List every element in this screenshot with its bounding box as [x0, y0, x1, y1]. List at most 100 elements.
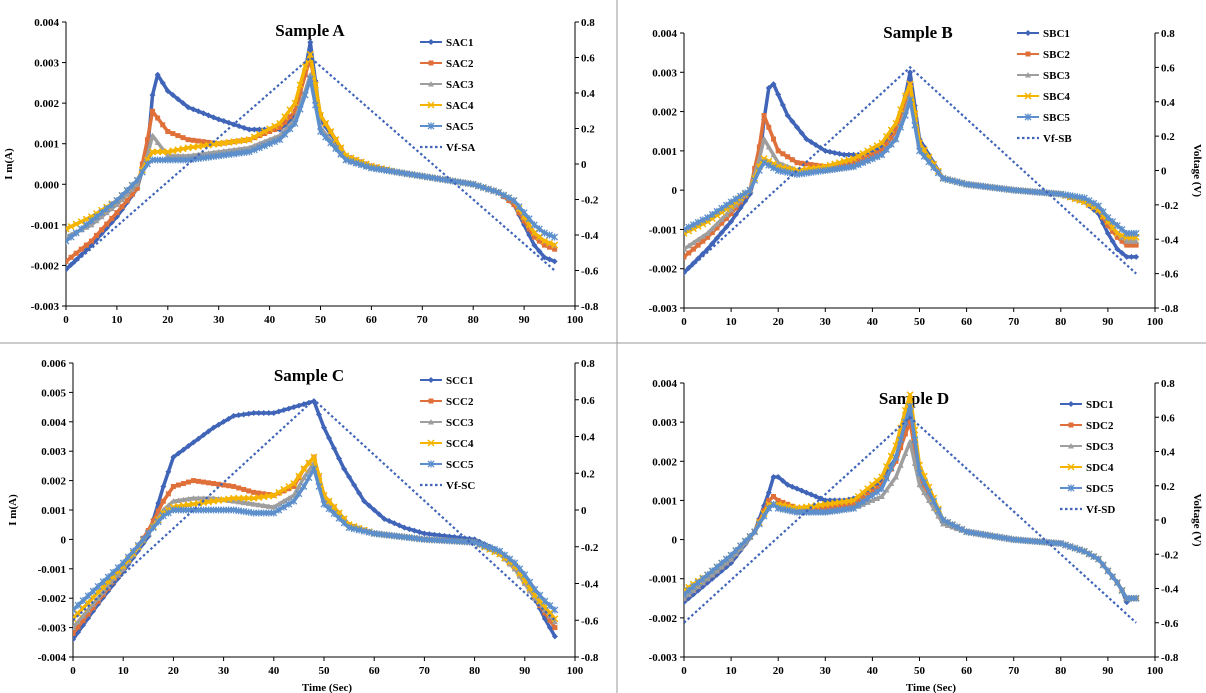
data-point: [551, 258, 558, 265]
data-point: [174, 156, 182, 164]
data-point: [860, 156, 866, 162]
data-point: [190, 137, 196, 143]
x-tick-label: 80: [1055, 316, 1067, 328]
data-point: [546, 239, 554, 247]
data-point: [431, 531, 438, 538]
data-point: [775, 497, 781, 503]
chart-title: Sample B: [883, 23, 952, 42]
data-point: [907, 69, 914, 76]
data-point: [250, 133, 258, 141]
data-point: [148, 148, 157, 156]
x-tick-label: 50: [319, 665, 331, 677]
legend-label: SDC1: [1086, 399, 1114, 411]
data-point: [250, 501, 257, 507]
data-point: [728, 211, 734, 217]
data-point: [206, 139, 212, 145]
x-tick-label: 0: [70, 665, 76, 677]
y-tick-label: 0.003: [34, 58, 59, 70]
data-point: [784, 481, 791, 488]
data-point: [144, 530, 152, 538]
data-point: [541, 242, 547, 248]
y-tick-label: 0.002: [34, 98, 59, 110]
x-axis-label: Time (Sec): [906, 682, 957, 693]
data-point: [330, 503, 338, 511]
data-point: [322, 119, 330, 127]
data-point: [765, 161, 773, 169]
data-point: [396, 522, 403, 529]
data-point: [789, 118, 796, 125]
data-point: [255, 409, 262, 416]
data-point: [441, 532, 448, 539]
y-tick-label: 0.001: [652, 495, 677, 507]
y2-tick-label: -0.6: [581, 615, 599, 627]
data-point: [170, 454, 177, 461]
data-point: [713, 207, 721, 215]
data-point: [906, 96, 914, 104]
data-point: [128, 181, 136, 189]
data-point: [366, 502, 373, 509]
y2-tick-label: -0.6: [581, 266, 599, 278]
data-point: [525, 215, 533, 223]
data-point: [246, 144, 253, 151]
data-point: [236, 485, 242, 491]
data-point: [75, 618, 82, 625]
data-point: [270, 504, 277, 510]
data-point: [84, 599, 92, 607]
data-point: [85, 606, 92, 613]
data-point: [766, 497, 772, 503]
data-point: [836, 162, 842, 168]
legend-marker: [428, 419, 434, 425]
data-point: [709, 225, 716, 232]
x-tick-label: 90: [1102, 316, 1114, 328]
data-point: [930, 163, 938, 171]
data-point: [836, 503, 842, 509]
x-axis-label: Time (Sec): [302, 682, 353, 693]
data-point: [285, 500, 293, 508]
data-point: [295, 472, 303, 480]
data-point: [154, 148, 162, 156]
data-point: [859, 159, 867, 167]
legend-label: SBC4: [1043, 91, 1070, 103]
legend-label: Vf-SC: [446, 480, 475, 492]
y-tick-label: -0.003: [31, 301, 60, 313]
series-SDC5: [684, 402, 1140, 602]
data-point: [879, 148, 885, 154]
chart-title: Sample A: [275, 21, 345, 40]
data-point: [113, 197, 121, 205]
data-point: [495, 188, 503, 196]
data-point: [332, 136, 340, 144]
data-point: [119, 559, 127, 567]
series-line-SCC1: [73, 399, 557, 641]
data-point: [897, 436, 905, 444]
legend-marker: [427, 122, 435, 130]
data-point: [851, 160, 857, 166]
data-point: [143, 160, 151, 168]
data-point: [144, 137, 150, 143]
data-point: [766, 124, 772, 130]
legend-label: SAC3: [446, 79, 474, 91]
data-point: [205, 506, 212, 514]
legend-entry-SCC1: SCC1: [420, 375, 474, 387]
data-point: [868, 491, 876, 499]
x-tick-label: 40: [867, 665, 879, 677]
data-point: [205, 428, 212, 435]
data-point: [709, 571, 716, 578]
data-point: [300, 482, 308, 490]
data-point: [531, 234, 537, 240]
data-point: [685, 242, 692, 249]
data-point: [265, 503, 272, 509]
data-point: [898, 114, 904, 120]
data-point: [179, 145, 187, 153]
data-point: [211, 481, 217, 487]
data-point: [195, 435, 202, 442]
data-point: [225, 119, 232, 126]
data-point: [916, 469, 923, 477]
data-point: [170, 483, 176, 489]
data-point: [83, 242, 89, 248]
data-point: [694, 218, 702, 226]
data-point: [822, 505, 828, 511]
data-point: [291, 119, 299, 127]
data-point: [255, 144, 263, 152]
data-point: [169, 156, 177, 164]
data-point: [104, 221, 110, 227]
